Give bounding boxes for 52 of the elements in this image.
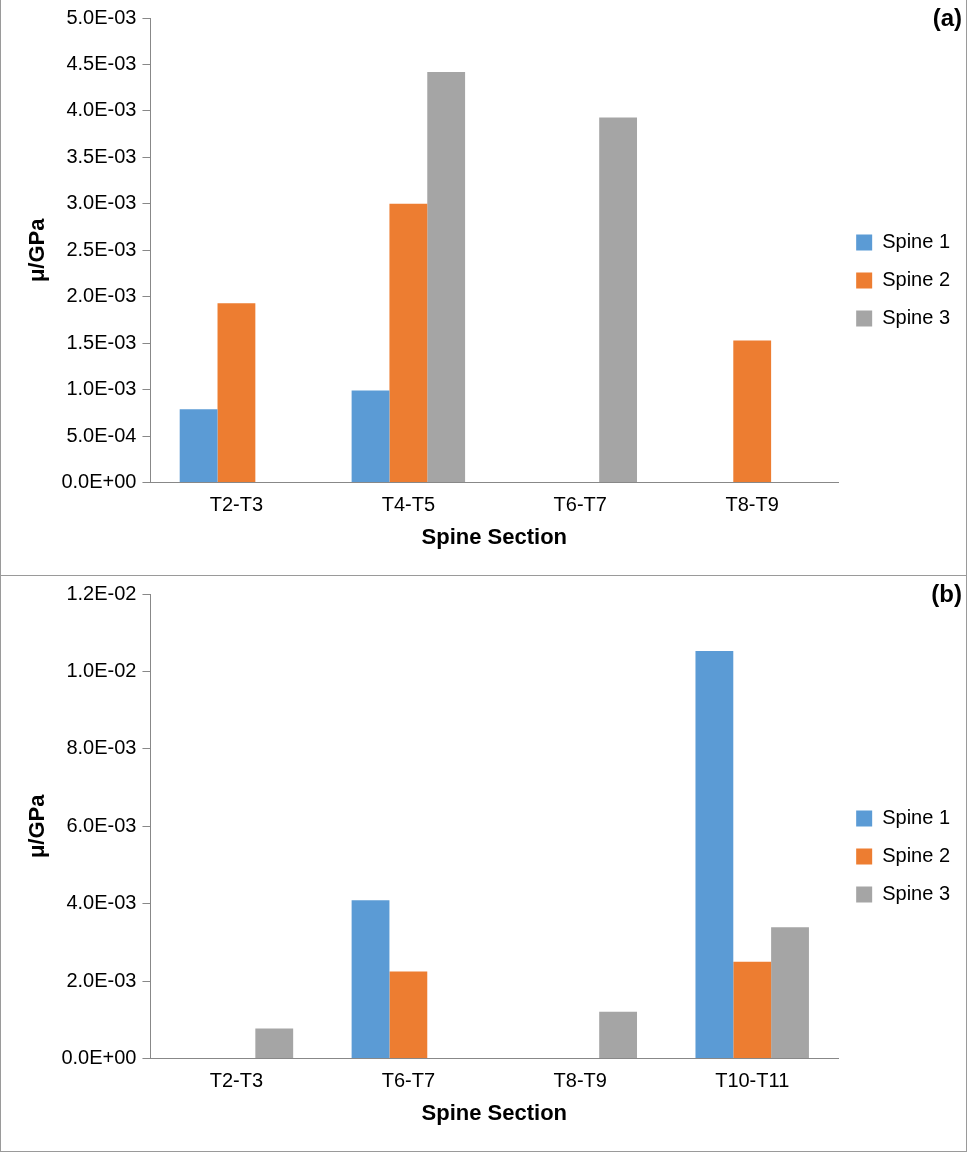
y-tick-label: 3.0E-03 — [66, 191, 137, 214]
legend-label: Spine 3 — [882, 882, 951, 905]
y-axis-title: μ/GPa — [24, 217, 50, 283]
x-tick-label: T10-T11 — [715, 1069, 790, 1092]
y-tick-label: 4.5E-03 — [66, 51, 137, 74]
bar — [217, 303, 256, 483]
y-tick-label: 2.5E-03 — [66, 237, 137, 260]
bar — [771, 927, 809, 1059]
legend-label: Spine 1 — [882, 230, 951, 253]
legend-label: Spine 2 — [882, 844, 951, 867]
legend-label: Spine 3 — [882, 306, 951, 329]
x-axis-title: Spine Section — [421, 1099, 568, 1125]
bar — [427, 71, 466, 483]
y-tick-label: 5.0E-04 — [66, 423, 137, 446]
bar — [599, 117, 638, 483]
bar — [733, 340, 772, 483]
y-tick-label: 4.0E-03 — [66, 98, 137, 121]
y-tick-label: 6.0E-03 — [66, 813, 137, 836]
legend-label: Spine 2 — [882, 268, 951, 291]
y-tick-label: 2.0E-03 — [66, 284, 137, 307]
bar — [733, 961, 772, 1059]
x-tick-label: T2-T3 — [209, 493, 264, 516]
bar — [389, 971, 428, 1059]
y-tick-label: 5.0E-03 — [66, 5, 137, 28]
y-tick-label: 1.0E-02 — [66, 658, 137, 681]
y-tick-label: 1.0E-03 — [66, 377, 137, 400]
y-tick-label: 0.0E+00 — [61, 470, 137, 493]
y-axis-title: μ/GPa — [24, 793, 50, 859]
text: (a) — [932, 4, 962, 32]
y-tick-label: 8.0E-03 — [66, 736, 137, 759]
y-tick-label: 3.5E-03 — [66, 144, 137, 167]
text: (b) — [931, 580, 962, 608]
y-tick-label: 2.0E-03 — [66, 968, 137, 991]
x-tick-label: T2-T3 — [209, 1069, 264, 1092]
bar — [695, 650, 734, 1059]
bar — [179, 409, 218, 483]
y-tick-label: 1.5E-03 — [66, 330, 137, 353]
bar — [389, 203, 428, 483]
legend-label: Spine 1 — [882, 806, 951, 829]
y-tick-label: 1.2E-02 — [66, 581, 137, 604]
x-tick-label: T6-T7 — [381, 1069, 436, 1092]
y-tick-label: 4.0E-03 — [66, 891, 137, 914]
x-tick-label: T6-T7 — [553, 493, 607, 516]
x-tick-label: T4-T5 — [381, 493, 436, 516]
x-axis-title: Spine Section — [421, 523, 568, 549]
x-tick-label: T8-T9 — [725, 493, 779, 516]
y-tick-label: 0.0E+00 — [61, 1046, 137, 1069]
bar — [351, 390, 390, 483]
bar — [255, 1028, 294, 1059]
x-tick-label: T8-T9 — [553, 1069, 607, 1092]
bar — [599, 1011, 638, 1059]
bar — [351, 900, 390, 1059]
